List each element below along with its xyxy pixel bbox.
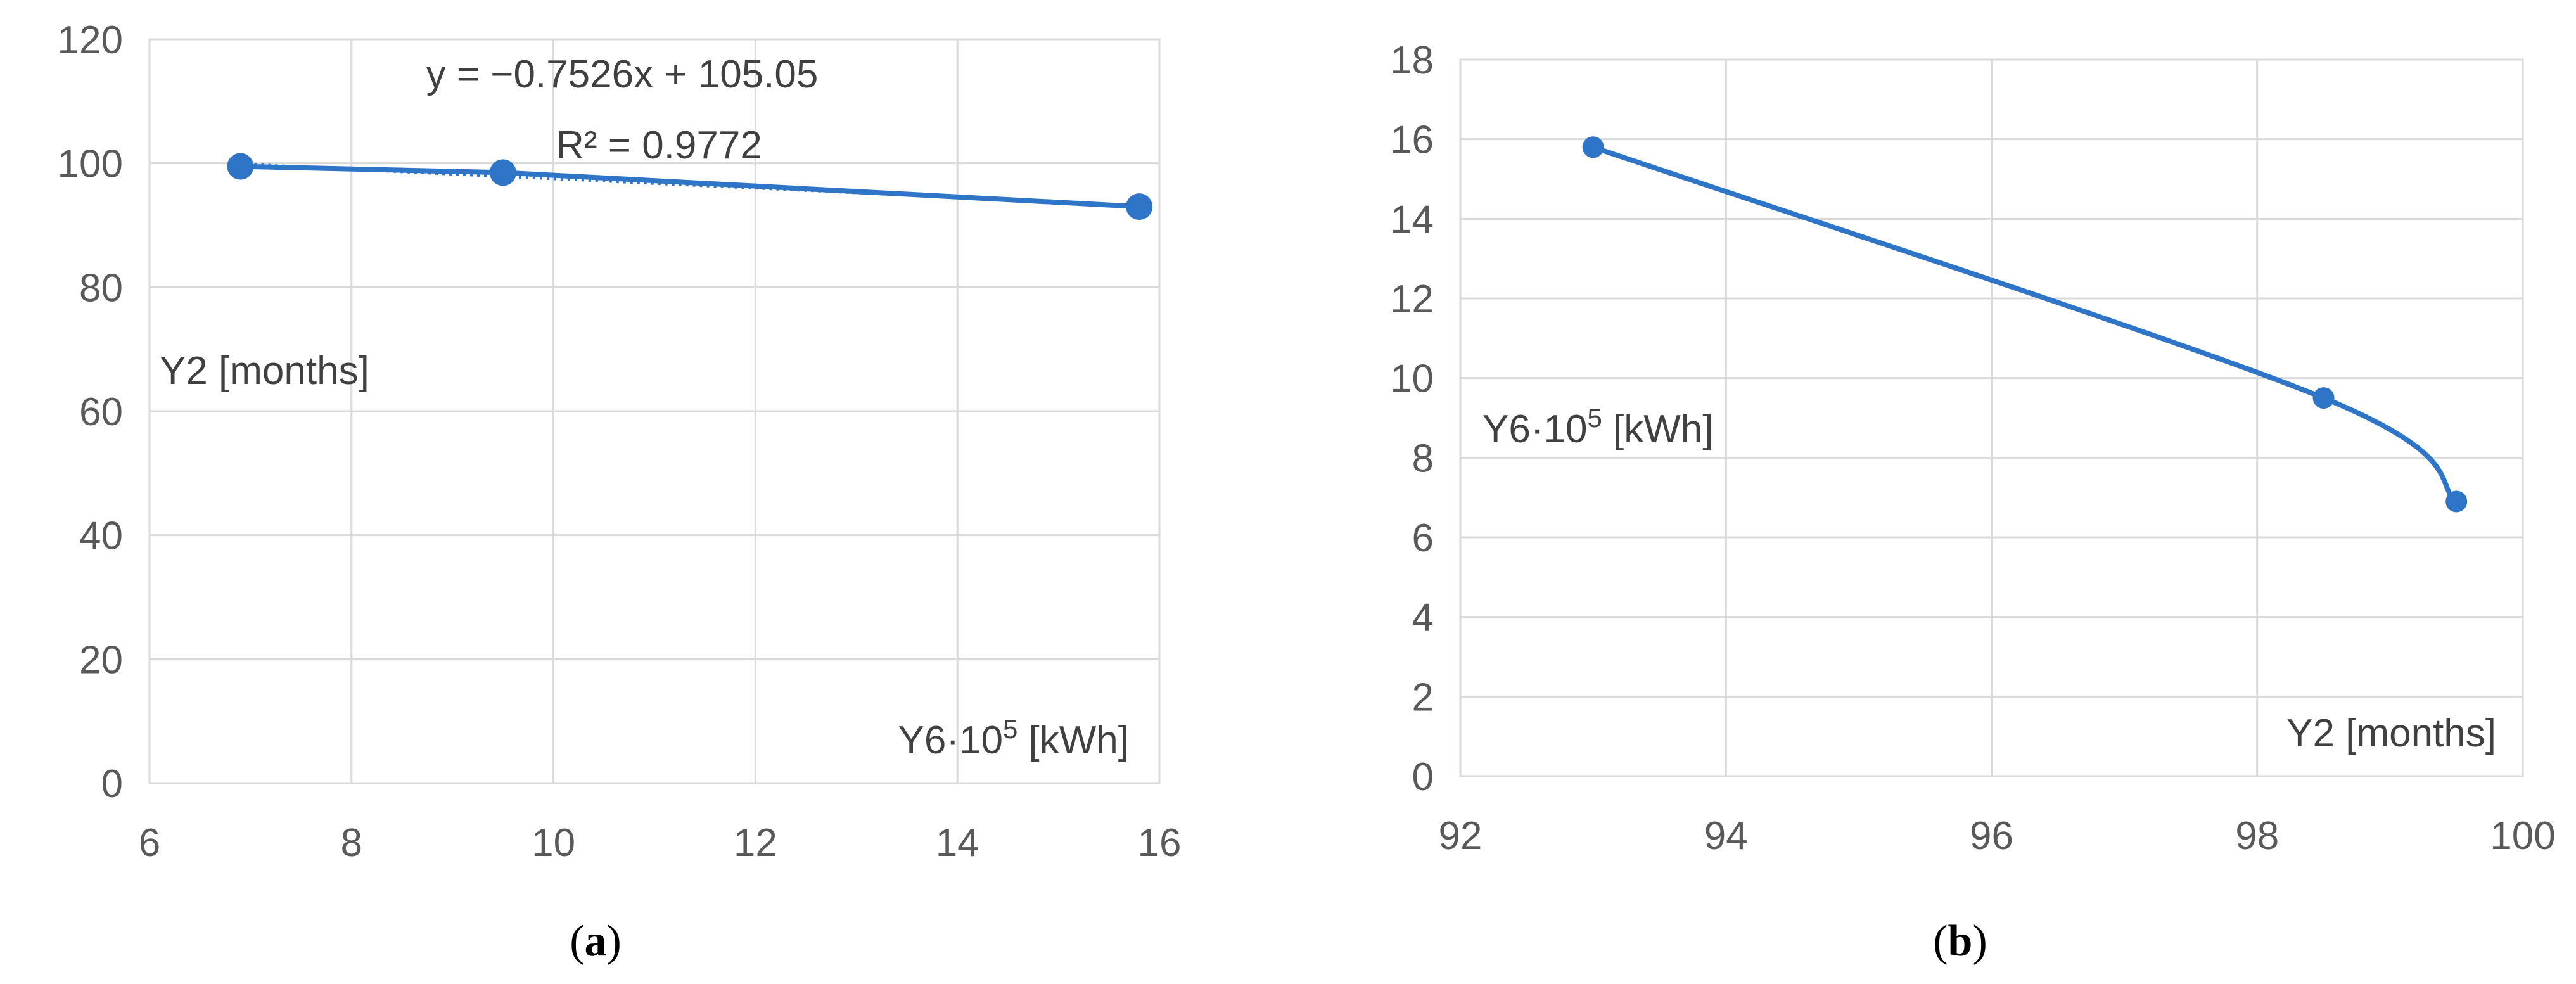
a-y-tick-label: 20 [79, 638, 123, 682]
b-y-tick-label: 10 [1390, 357, 1434, 401]
a-y-tick-label: 100 [58, 143, 123, 186]
chart-b-y-ticks: 0 2 4 6 8 10 12 14 16 18 [1390, 39, 1434, 799]
b-data-point [1582, 136, 1604, 158]
b-y-tick-label: 4 [1412, 596, 1434, 640]
a-data-point [489, 159, 516, 186]
chart-b-grid [1459, 58, 2524, 777]
b-y-tick-label: 0 [1412, 755, 1434, 799]
b-x-tick-label: 100 [2490, 814, 2555, 858]
chart-a: 0 20 40 60 80 100 120 6 8 10 12 14 16 y = −0.7526x … [58, 18, 1182, 966]
chart-a-trendline-r2: R² = 0.9772 [556, 124, 762, 167]
chart-a-trendline-equation: y = −0.7526x + 105.05 [426, 53, 819, 96]
chart-b-plot [1582, 136, 2468, 513]
panel-label-a: (a) [570, 917, 622, 966]
a-x-tick-label: 8 [341, 821, 362, 865]
chart-a-plot [227, 153, 1153, 220]
a-data-point [227, 153, 254, 180]
a-y-tick-label: 0 [101, 762, 123, 806]
b-x-tick-label: 98 [2235, 814, 2279, 858]
b-y-tick-label: 12 [1390, 278, 1434, 321]
a-y-tick-label: 60 [79, 390, 123, 434]
chart-a-y-axis-label: Y2 [months] [160, 349, 369, 393]
chart-a-x-axis-label: Y6·105 [kWh] [898, 714, 1130, 762]
chart-a-grid [148, 38, 1161, 784]
b-data-point [2312, 387, 2335, 409]
chart-b-x-ticks: 92 94 96 98 100 [1439, 814, 2556, 858]
a-y-tick-label: 120 [58, 18, 123, 62]
b-x-tick-label: 96 [1970, 814, 2013, 858]
chart-a-y-ticks: 0 20 40 60 80 100 120 [58, 18, 123, 806]
chart-b-x-axis-label: Y2 [months] [2286, 712, 2496, 755]
chart-b-y-axis-label: Y6·105 [kWh] [1482, 403, 1714, 451]
b-y-tick-label: 6 [1412, 516, 1434, 560]
b-x-tick-label: 92 [1439, 814, 1482, 858]
a-x-tick-label: 16 [1138, 821, 1182, 865]
b-y-tick-label: 8 [1412, 437, 1434, 480]
b-y-tick-label: 14 [1390, 198, 1434, 241]
a-y-tick-label: 40 [79, 514, 123, 558]
a-data-point [1126, 193, 1153, 220]
b-data-point [2445, 490, 2468, 513]
b-x-tick-label: 94 [1704, 814, 1748, 858]
a-x-tick-label: 10 [532, 821, 575, 865]
a-series-line [238, 163, 1142, 210]
a-x-tick-label: 12 [734, 821, 777, 865]
b-y-tick-label: 18 [1390, 39, 1434, 82]
a-x-tick-label: 6 [139, 821, 160, 865]
b-y-tick-label: 16 [1390, 118, 1434, 162]
chart-a-x-ticks: 6 8 10 12 14 16 [139, 821, 1182, 865]
b-series-line [1590, 144, 2459, 504]
b-y-tick-label: 2 [1412, 675, 1434, 719]
panel-label-b: (b) [1933, 917, 1987, 966]
a-y-tick-label: 80 [79, 266, 123, 310]
chart-b: 0 2 4 6 8 10 12 14 16 18 92 94 96 98 100 Y6·105 [kWh]… [1390, 39, 2556, 966]
a-x-tick-label: 14 [936, 821, 979, 865]
